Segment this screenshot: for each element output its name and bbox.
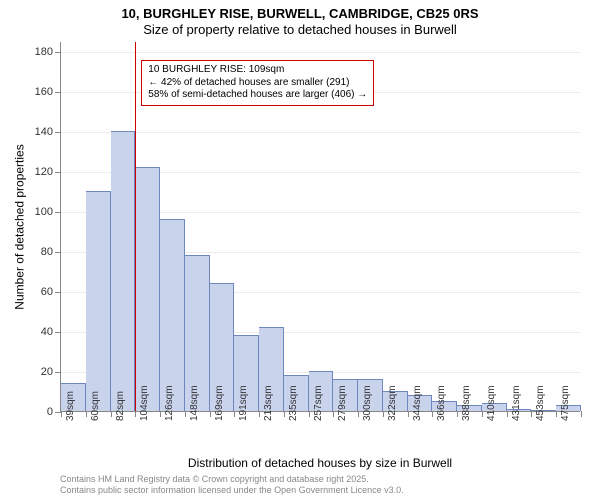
x-tick-label: 344sqm: [412, 385, 423, 421]
annotation-box: 10 BURGHLEY RISE: 109sqm← 42% of detache…: [141, 60, 374, 106]
y-tick-label: 0: [47, 406, 61, 418]
x-tick-label: 366sqm: [436, 385, 447, 421]
histogram-bar: [86, 191, 111, 411]
x-tick-label: 126sqm: [164, 385, 175, 421]
y-tick-label: 140: [35, 126, 61, 138]
x-tick-label: 39sqm: [65, 391, 76, 421]
chart-subtitle: Size of property relative to detached ho…: [0, 22, 600, 37]
y-tick-label: 120: [35, 166, 61, 178]
x-tick-label: 169sqm: [214, 385, 225, 421]
x-tick-label: 104sqm: [139, 385, 150, 421]
y-tick-label: 80: [41, 246, 61, 258]
y-axis-title: Number of detached properties: [12, 42, 28, 412]
property-marker-line: [135, 42, 136, 411]
x-tick-label: 279sqm: [337, 385, 348, 421]
x-tick-label: 322sqm: [387, 385, 398, 421]
x-tick-label: 431sqm: [511, 385, 522, 421]
y-tick-label: 40: [41, 326, 61, 338]
annotation-line: 10 BURGHLEY RISE: 109sqm: [148, 64, 367, 77]
histogram-bar: [111, 131, 136, 411]
x-tick-label: 410sqm: [486, 385, 497, 421]
annotation-line: ← 42% of detached houses are smaller (29…: [148, 77, 367, 90]
y-tick-label: 20: [41, 366, 61, 378]
y-tick-label: 100: [35, 206, 61, 218]
x-tick-label: 257sqm: [313, 385, 324, 421]
annotation-line: 58% of semi-detached houses are larger (…: [148, 89, 367, 102]
x-tick-label: 191sqm: [238, 385, 249, 421]
chart-title-address: 10, BURGHLEY RISE, BURWELL, CAMBRIDGE, C…: [0, 6, 600, 21]
x-tick-label: 475sqm: [560, 385, 571, 421]
x-axis-title: Distribution of detached houses by size …: [60, 456, 580, 470]
histogram-bar: [135, 167, 160, 411]
y-tick-label: 160: [35, 86, 61, 98]
x-tick-label: 388sqm: [461, 385, 472, 421]
histogram-chart: 10, BURGHLEY RISE, BURWELL, CAMBRIDGE, C…: [0, 0, 600, 500]
x-tick-label: 148sqm: [189, 385, 200, 421]
histogram-bar: [160, 219, 185, 411]
x-tick-label: 235sqm: [288, 385, 299, 421]
x-tick-label: 82sqm: [115, 391, 126, 421]
attribution-text: Contains HM Land Registry data © Crown c…: [60, 474, 580, 496]
x-tick-label: 213sqm: [263, 385, 274, 421]
x-tick-label: 453sqm: [535, 385, 546, 421]
plot-area: 02040608010012014016018039sqm60sqm82sqm1…: [60, 42, 580, 412]
y-tick-label: 60: [41, 286, 61, 298]
y-tick-label: 180: [35, 46, 61, 58]
x-tick-label: 60sqm: [90, 391, 101, 421]
x-tick-label: 300sqm: [362, 385, 373, 421]
